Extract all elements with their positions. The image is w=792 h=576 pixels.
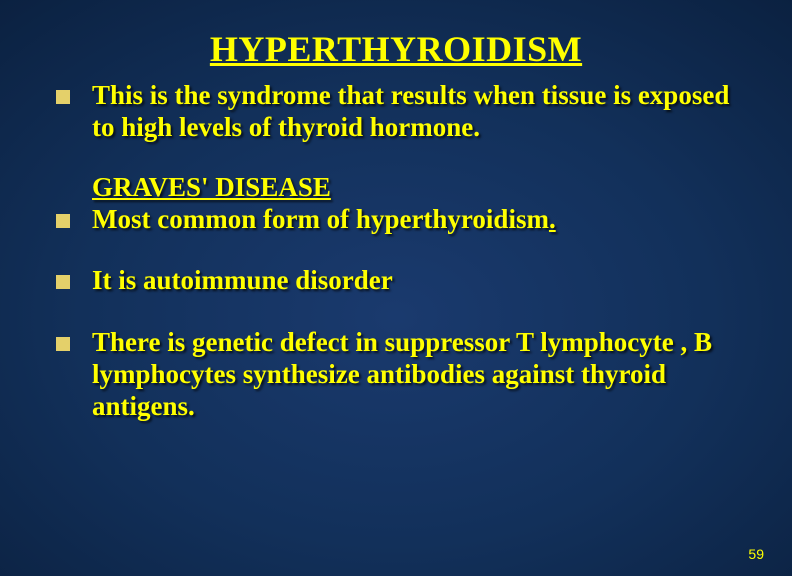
bullet-text: This is the syndrome that results when t…	[92, 80, 742, 144]
item-text: It is autoimmune disorder	[92, 265, 393, 295]
item-text: This is the syndrome that results when t…	[92, 80, 729, 142]
bullet-text: Most common form of hyperthyroidism.	[92, 204, 742, 236]
slide: HYPERTHYROIDISM This is the syndrome tha…	[0, 0, 792, 576]
square-bullet-icon	[56, 90, 70, 104]
item-text: There is genetic defect in suppressor T …	[92, 327, 712, 421]
bullet-item: There is genetic defect in suppressor T …	[50, 327, 742, 423]
bullet-item: It is autoimmune disorder	[50, 265, 742, 297]
slide-content: This is the syndrome that results when t…	[0, 70, 792, 423]
square-bullet-icon	[56, 275, 70, 289]
bullet-item: This is the syndrome that results when t…	[50, 80, 742, 144]
item-text: Most common form of hyperthyroidism	[92, 204, 549, 234]
bullet-text: It is autoimmune disorder	[92, 265, 742, 297]
slide-number: 59	[748, 546, 764, 562]
square-bullet-icon	[56, 214, 70, 228]
slide-title: HYPERTHYROIDISM	[0, 0, 792, 70]
bullet-text: There is genetic defect in suppressor T …	[92, 327, 742, 423]
subheading-graves: GRAVES' DISEASE	[92, 172, 742, 204]
square-bullet-icon	[56, 337, 70, 351]
trailing-period: .	[549, 204, 556, 234]
bullet-item: Most common form of hyperthyroidism.	[50, 204, 742, 236]
